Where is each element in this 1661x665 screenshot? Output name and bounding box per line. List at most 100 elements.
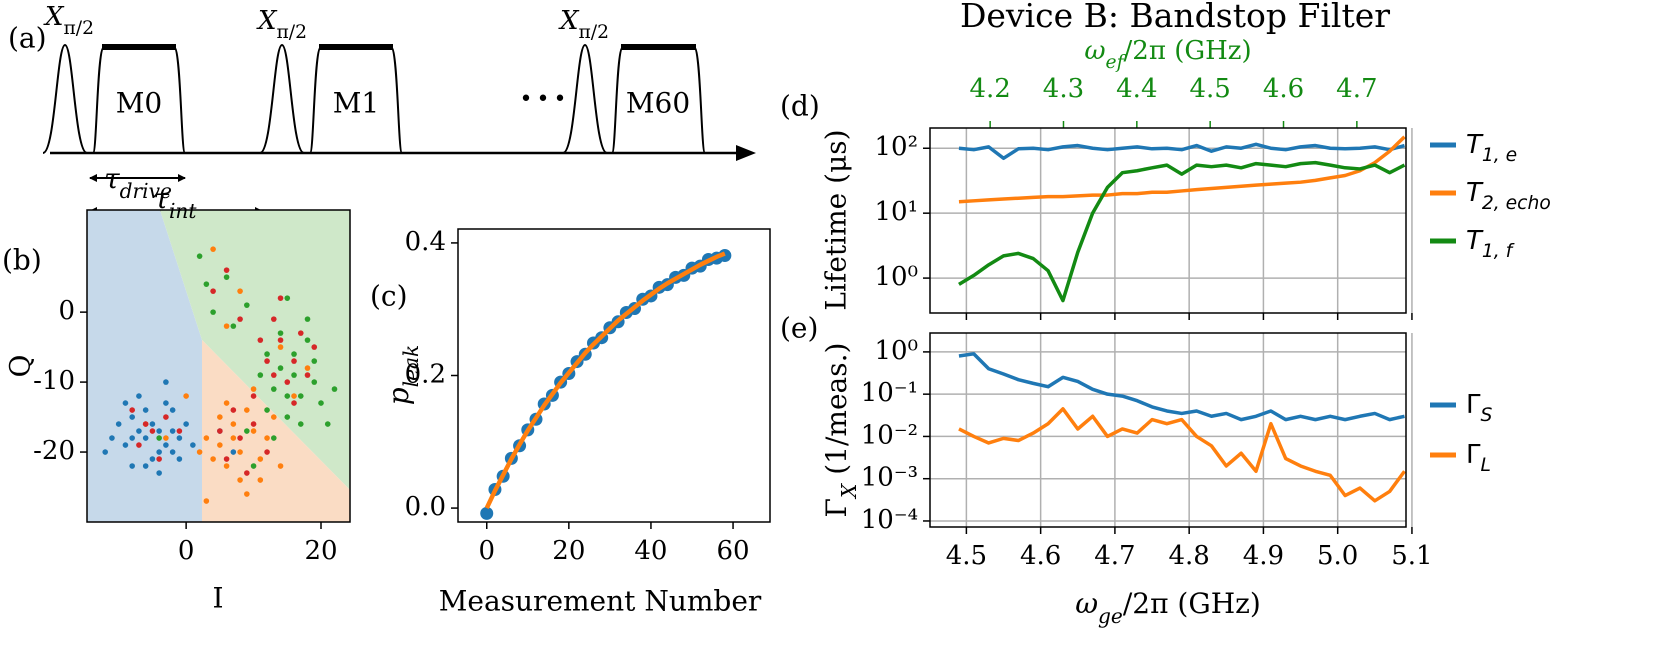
label-part: S [1481, 405, 1493, 426]
data-point [264, 407, 270, 413]
x2-tick-label: 4.4 [1116, 74, 1157, 104]
data-point [277, 295, 284, 301]
data-point [109, 435, 115, 441]
axes-frame [929, 127, 1407, 314]
x-tick-label: 0 [478, 536, 495, 566]
label-part: T [1466, 178, 1484, 208]
data-point [122, 400, 129, 406]
data-point [244, 428, 250, 434]
data-point [136, 393, 142, 399]
data-line [484, 251, 726, 510]
data-point [284, 393, 291, 399]
data-point [156, 470, 162, 476]
data-point [210, 456, 216, 462]
x-tick-label: 4.8 [1168, 541, 1209, 571]
data-point [250, 386, 257, 392]
data-point [311, 358, 318, 364]
data-point [230, 449, 237, 455]
label-part: X [43, 2, 65, 32]
data-point [196, 449, 203, 455]
pulse-label: Xπ/2 [558, 6, 609, 43]
y-tick-label: 10⁻⁴ [861, 505, 918, 535]
data-point [230, 421, 237, 427]
data-point [270, 386, 277, 392]
label-part: π/2 [64, 18, 95, 39]
axes-frame [457, 228, 771, 523]
data-point [196, 253, 203, 259]
data-point [284, 414, 291, 420]
data-point [244, 491, 250, 497]
label-part: ef [1106, 52, 1127, 73]
pi2-pulse [562, 43, 608, 154]
measurement-label: M1 [333, 87, 379, 120]
data-point [250, 421, 257, 427]
data-point [291, 351, 297, 357]
label-part: π/2 [277, 22, 308, 43]
data-point [270, 316, 277, 322]
y-tick-label: 10⁻² [861, 420, 918, 450]
y-tick-label: 0.4 [405, 227, 446, 257]
data-point [129, 463, 135, 469]
legend-label: T2, echo [1466, 178, 1551, 215]
x2-tick-label: 4.3 [1043, 74, 1084, 104]
label-part: π/2 [579, 22, 610, 43]
data-point [331, 386, 338, 392]
y-axis-label: pleak [382, 345, 423, 406]
label-part: τ [104, 162, 120, 195]
data-point [142, 463, 149, 469]
data-point [270, 414, 277, 420]
x2-tick-label: 4.7 [1336, 74, 1377, 104]
data-point [176, 435, 183, 441]
label-part: X [256, 6, 278, 36]
data-point [183, 421, 189, 427]
data-point [129, 414, 135, 420]
y-tick-label: 10¹ [874, 197, 918, 227]
data-point [136, 442, 142, 448]
data-point [237, 288, 243, 294]
label-part: T [1466, 130, 1484, 160]
data-point [217, 414, 223, 420]
x2-tick-label: 4.5 [1189, 74, 1230, 104]
time-arrow [736, 145, 756, 161]
legend-label: ΓL [1466, 440, 1491, 477]
data-point [264, 435, 270, 441]
chart-panel: 4.5 4.6 4.7 4.8 4.9 5.0 5.1 10⁻⁴ 10⁻³ 10⁻² 10⁻¹ 10⁰… [780, 312, 1493, 628]
data-point [230, 407, 237, 413]
label-part: X [837, 482, 861, 500]
data-point [291, 358, 297, 364]
chart-panel: 0 20 -20 -10 0 (b) I Q [2, 209, 351, 615]
label-part: /2π (GHz) [1124, 36, 1252, 66]
x-tick-label: 20 [552, 536, 585, 566]
chart-panel: 0 20 40 60 0.0 0.2 0.4 (c) Measurement Number ple… [370, 227, 771, 618]
label-part: drive [120, 179, 172, 203]
data-point [163, 379, 169, 385]
label-part: X [558, 6, 580, 36]
y-tick-label: 0.0 [405, 492, 446, 522]
data-point [156, 456, 162, 462]
data-line [958, 407, 1406, 503]
x-tick-label: 5.0 [1317, 541, 1358, 571]
data-point [230, 435, 237, 441]
legend-label: T1, e [1466, 130, 1517, 167]
label-part: 1, f [1482, 241, 1515, 262]
data-point [250, 393, 257, 399]
label-part: (1/meas.) [820, 343, 853, 484]
measurement-label: M0 [116, 87, 162, 120]
data-point [244, 470, 250, 476]
y-tick-label: 0 [58, 296, 75, 326]
y-tick-label: 10⁻³ [861, 463, 918, 493]
axes-frame [86, 209, 351, 523]
pulse-label: Xπ/2 [256, 6, 307, 43]
measurement-label: M60 [626, 87, 690, 120]
label-part: ω [1084, 36, 1105, 66]
data-line [958, 160, 1406, 303]
region-ground [87, 210, 202, 522]
data-point [129, 407, 135, 413]
data-point [223, 267, 230, 273]
data-point [169, 428, 176, 434]
label-part: τ [153, 182, 169, 215]
y-tick-label: -10 [33, 366, 75, 396]
data-point [223, 323, 230, 329]
